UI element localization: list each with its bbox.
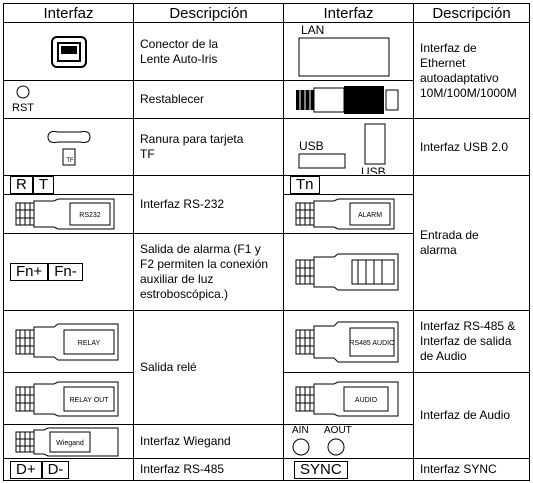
- connector: Wiegand: [15, 427, 118, 456]
- description-text: Salida de alarma (F1 y F2 permiten la co…: [140, 242, 269, 301]
- description: Interfaz RS-485 & Interfaz de salida de …: [413, 310, 530, 373]
- description: Interfaz RS-232: [133, 175, 284, 234]
- description: Interfaz RS-485: [133, 458, 284, 481]
- icon-cell: LAN: [283, 22, 414, 81]
- pin: Tn: [290, 176, 320, 194]
- icon-label: AOUT: [324, 425, 352, 436]
- lan-icon: LAN: [298, 24, 389, 77]
- connector: RS232: [15, 198, 114, 230]
- icon-label: LAN: [301, 24, 324, 37]
- icon-cell: RELAY OUT: [3, 372, 134, 425]
- description-text: Interfaz RS-485 & Interfaz de salida de …: [420, 319, 516, 363]
- pins: Fn+ Fn-: [10, 263, 83, 281]
- reset-icon: RST: [12, 85, 34, 114]
- description: Interfaz Wiegand: [133, 424, 284, 459]
- description-text: Ranura para tarjeta TF: [140, 132, 244, 161]
- pins: Tn: [290, 176, 320, 194]
- icon-cell: AUDIO: [283, 372, 414, 425]
- pins: SYNC: [294, 460, 348, 479]
- rj45-connector: [295, 85, 398, 114]
- description: Entrada de alarma: [413, 175, 530, 311]
- icon-cell: SYNC: [283, 458, 414, 481]
- header-cell: Interfaz: [3, 3, 134, 23]
- description: Salida relé: [133, 310, 284, 425]
- icon-cell: RELAY: [3, 310, 134, 373]
- description: Interfaz de Audio: [413, 372, 530, 459]
- icon-cell: ALARM: [283, 194, 414, 234]
- connector: ALARM: [295, 198, 394, 230]
- connector: RELAY OUT: [15, 381, 118, 416]
- icon-cell: Wiegand: [3, 424, 134, 459]
- connector-label: RELAY: [77, 340, 100, 347]
- description-text: Conector de la Lente Auto-Iris: [140, 36, 219, 66]
- connector: AUDIO: [295, 381, 398, 416]
- description-text: Interfaz de Ethernet autoadaptativo 10M/…: [420, 40, 517, 100]
- icon-cell: TF: [3, 118, 134, 176]
- pin: D-: [41, 460, 70, 479]
- tf-card: TF: [62, 148, 75, 166]
- connector-label: RS485 AUDIO: [349, 340, 395, 347]
- connector-label: ALARM: [357, 212, 381, 219]
- icon-cell: [3, 22, 134, 81]
- description: Ranura para tarjeta TF: [133, 118, 284, 176]
- icon-cell: Tn: [283, 175, 414, 195]
- icon-cell: AIN AOUT: [283, 424, 414, 459]
- connector: RS485 AUDIO: [295, 321, 398, 362]
- pin: D+: [10, 460, 42, 479]
- connector-label: Wiegand: [56, 440, 84, 447]
- iris-icon: [50, 35, 87, 68]
- pin: R: [10, 176, 33, 194]
- pin: Fn-: [48, 263, 83, 281]
- icon-label: USB: [299, 139, 324, 153]
- icon-label: TF: [66, 158, 74, 164]
- pin: Fn+: [10, 263, 49, 281]
- icon-label: AIN: [292, 425, 309, 436]
- icon-cell: USB USB: [283, 118, 414, 176]
- icon-cell: RS232: [3, 194, 134, 234]
- description: Interfaz de Ethernet autoadaptativo 10M/…: [413, 22, 530, 119]
- icon-cell: D+ D-: [3, 458, 134, 481]
- icon-cell: [283, 80, 414, 119]
- icon-cell: RS485 AUDIO: [283, 310, 414, 373]
- description: Restablecer: [133, 80, 284, 119]
- connector-label: RELAY OUT: [69, 397, 109, 404]
- description: Interfaz SYNC: [413, 458, 530, 481]
- icon-label: RST: [12, 102, 34, 114]
- usb-icon: USB USB: [298, 123, 386, 174]
- icon-cell: RST: [3, 80, 134, 119]
- pins: D+ D-: [10, 460, 70, 479]
- description: Interfaz USB 2.0: [413, 118, 530, 176]
- connector-label: AUDIO: [354, 397, 377, 404]
- icon-label: USB: [361, 165, 386, 174]
- connector-label: RS232: [79, 212, 101, 219]
- header-cell: Descripción: [133, 3, 284, 23]
- connector: RELAY: [15, 323, 118, 360]
- audio-jacks: AIN AOUT: [292, 425, 352, 456]
- description-text: Entrada de alarma: [420, 228, 479, 257]
- description: Salida de alarma (F1 y F2 permiten la co…: [133, 233, 284, 311]
- tf-slot: [46, 131, 91, 143]
- header-cell: Interfaz: [283, 3, 414, 23]
- description: Conector de la Lente Auto-Iris: [133, 22, 284, 81]
- connector: [295, 253, 398, 291]
- icon-cell: [283, 233, 414, 311]
- pin: T: [32, 176, 55, 194]
- header-cell: Descripción: [413, 3, 530, 23]
- pin: SYNC: [294, 460, 348, 479]
- icon-cell: Fn+ Fn-: [3, 233, 134, 311]
